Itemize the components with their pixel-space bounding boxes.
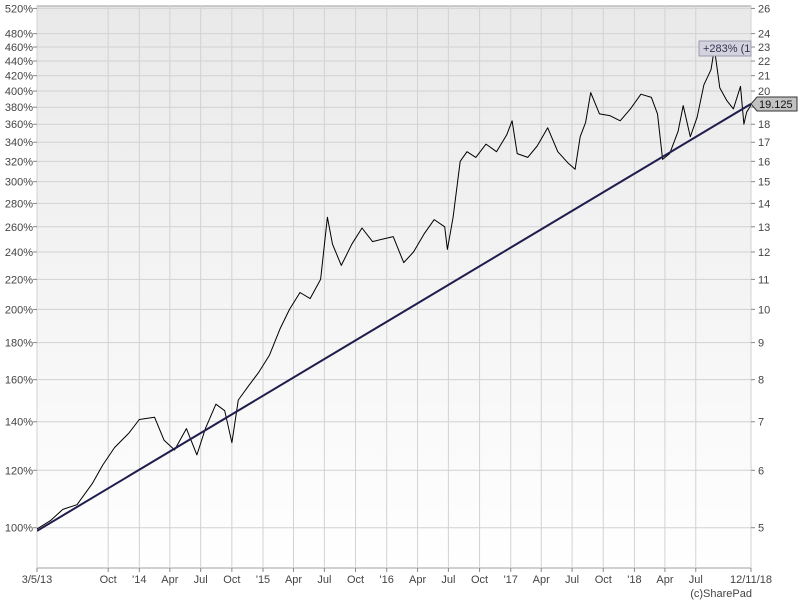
left-tick-label: 200% bbox=[5, 304, 33, 316]
trend-line bbox=[37, 103, 751, 532]
left-tick-label: 240% bbox=[5, 247, 33, 259]
right-tick-label: 9 bbox=[758, 338, 764, 350]
left-tick-label: 320% bbox=[5, 156, 33, 168]
last-price-annotation: 19.125 bbox=[750, 96, 798, 112]
left-tick-label: 260% bbox=[5, 222, 33, 234]
right-tick-label: 17 bbox=[758, 137, 770, 149]
x-tick-label: 3/5/13 bbox=[22, 574, 53, 586]
x-axis: 3/5/13 Oct '14 Apr Jul Oct '15 Apr Jul Oct '16 Apr J… bbox=[22, 568, 772, 586]
left-tick-label: 480% bbox=[5, 29, 33, 41]
grid-lines bbox=[36, 6, 752, 568]
x-tick-label: Apr bbox=[161, 574, 178, 586]
left-tick-label: 420% bbox=[5, 71, 33, 83]
x-tick-label: Apr bbox=[656, 574, 673, 586]
left-tick-label: 520% bbox=[5, 3, 33, 15]
right-tick-label: 23 bbox=[758, 42, 770, 54]
x-tick-label: Apr bbox=[409, 574, 426, 586]
right-tick-label: 10 bbox=[758, 304, 770, 316]
x-tick-label: '15 bbox=[256, 574, 270, 586]
x-tick-label: 12/11/18 bbox=[730, 574, 772, 586]
left-tick-label: 140% bbox=[5, 417, 33, 429]
x-tick-label: Oct bbox=[595, 574, 612, 586]
x-tick-label: Jul bbox=[317, 574, 331, 586]
right-tick-label: 7 bbox=[758, 417, 764, 429]
left-tick-label: 440% bbox=[5, 56, 33, 68]
x-tick-label: Oct bbox=[223, 574, 240, 586]
right-tick-label: 18 bbox=[758, 119, 770, 131]
x-tick-label: Jul bbox=[565, 574, 579, 586]
right-tick-label: 5 bbox=[758, 523, 764, 535]
x-tick-label: '18 bbox=[627, 574, 641, 586]
left-tick-label: 300% bbox=[5, 177, 33, 189]
right-tick-label: 11 bbox=[758, 274, 769, 286]
price-line bbox=[37, 47, 751, 530]
left-tick-label: 180% bbox=[5, 338, 33, 350]
x-tick-label: Jul bbox=[441, 574, 455, 586]
change-label-box bbox=[698, 40, 752, 57]
right-tick-label: 6 bbox=[758, 465, 764, 477]
right-tick-label: 24 bbox=[758, 29, 770, 41]
left-tick-label: 100% bbox=[5, 523, 33, 535]
last-price-box bbox=[750, 96, 798, 112]
left-tick-label: 160% bbox=[5, 375, 33, 387]
left-tick-label: 120% bbox=[5, 465, 33, 477]
left-tick-label: 460% bbox=[5, 42, 33, 54]
right-tick-label: 13 bbox=[758, 222, 770, 234]
left-tick-label: 400% bbox=[5, 86, 33, 98]
right-tick-label: 26 bbox=[758, 3, 770, 15]
left-axis: 100% 120% 140% 160% 180% 200% 220% 240% 260% 280%… bbox=[5, 3, 37, 535]
right-tick-label: 16 bbox=[758, 156, 770, 168]
x-tick-label: Oct bbox=[471, 574, 488, 586]
right-tick-label: 15 bbox=[758, 177, 770, 189]
x-tick-label: Oct bbox=[100, 574, 117, 586]
right-tick-label: 22 bbox=[758, 56, 770, 68]
series-layer bbox=[37, 47, 751, 532]
x-tick-label: '14 bbox=[132, 574, 146, 586]
x-tick-label: Apr bbox=[285, 574, 302, 586]
left-tick-label: 280% bbox=[5, 198, 33, 210]
x-tick-label: Oct bbox=[347, 574, 364, 586]
right-tick-label: 21 bbox=[758, 71, 770, 83]
x-tick-label: '16 bbox=[380, 574, 394, 586]
x-tick-label: Jul bbox=[194, 574, 208, 586]
left-tick-label: 220% bbox=[5, 274, 33, 286]
right-tick-label: 12 bbox=[758, 247, 770, 259]
plot-background bbox=[36, 5, 752, 569]
left-tick-label: 340% bbox=[5, 137, 33, 149]
last-price-label: 19.125 bbox=[759, 99, 793, 111]
right-tick-label: 20 bbox=[758, 86, 770, 98]
credit-label: (c)SharePad bbox=[690, 588, 752, 600]
right-axis: 5678910111213141516171819202122232426 bbox=[751, 3, 770, 535]
left-tick-label: 380% bbox=[5, 102, 33, 114]
right-tick-label: 8 bbox=[758, 375, 764, 387]
x-tick-label: '17 bbox=[504, 574, 518, 586]
left-tick-label: 360% bbox=[5, 119, 33, 131]
change-annotation: +283% (1 bbox=[698, 40, 752, 57]
change-label: +283% (1 bbox=[703, 43, 750, 55]
x-tick-label: Apr bbox=[533, 574, 550, 586]
right-tick-label: 14 bbox=[758, 198, 770, 210]
x-tick-label: Jul bbox=[689, 574, 703, 586]
